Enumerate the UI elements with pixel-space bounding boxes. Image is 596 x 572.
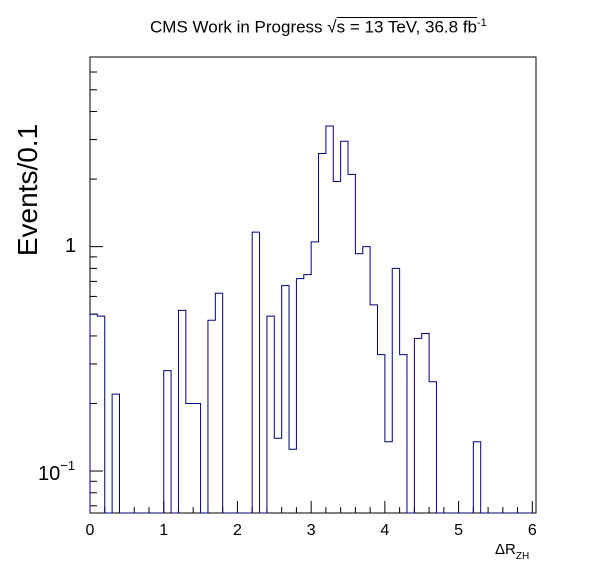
x-tick-label: 1	[159, 522, 168, 539]
y-axis-ticks	[90, 56, 103, 507]
x-tick-labels: 0 1 2 3 4 5 6	[86, 522, 537, 539]
plot-frame	[89, 56, 537, 514]
x-tick-label: 6	[528, 522, 537, 539]
chart-title: CMS Work in Progress √s = 13 TeV, 36.8 f…	[150, 17, 487, 38]
title-energy: s = 13 TeV, 36.8 fb	[336, 17, 478, 37]
x-axis-label-main: ΔR	[495, 541, 516, 558]
y-tick-label-1: 1	[65, 235, 76, 257]
x-tick-label: 2	[233, 522, 242, 539]
y-tick-label-0.1: 10−1	[38, 458, 75, 485]
title-exponent: -1	[477, 17, 487, 29]
x-axis-label-sub: ZH	[516, 551, 529, 562]
x-axis-ticks	[89, 501, 533, 513]
y-tick-label-base: 10	[38, 463, 60, 485]
histogram-series	[89, 125, 533, 514]
x-tick-label: 3	[307, 522, 316, 539]
x-axis-label: ΔRZH	[495, 541, 529, 562]
x-tick-label: 0	[86, 522, 95, 539]
sqrt-symbol: √	[327, 17, 337, 37]
x-tick-label: 5	[454, 522, 463, 539]
title-prefix: CMS Work in Progress	[150, 17, 323, 37]
x-tick-label: 4	[380, 522, 389, 539]
y-tick-label-exp: −1	[60, 458, 75, 473]
